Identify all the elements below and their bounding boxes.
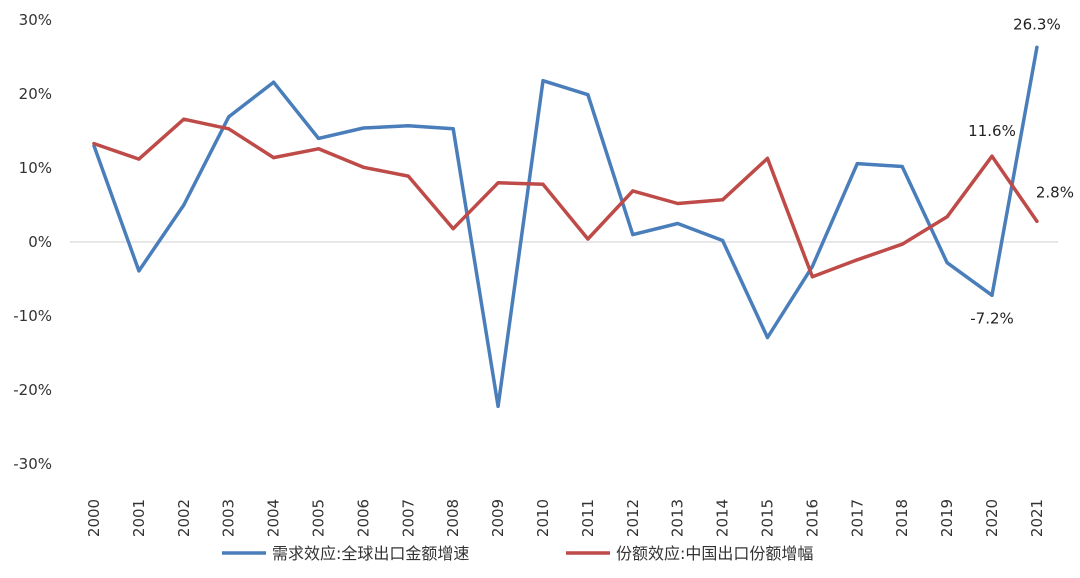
series-line-2 — [92, 117, 1039, 279]
data-point — [137, 269, 141, 273]
data-point — [451, 127, 455, 131]
y-tick-label: -30% — [13, 455, 52, 473]
data-point — [990, 154, 994, 158]
data-labels: 26.3% -7.2% 11.6% 2.8% — [968, 15, 1074, 327]
x-tick-label: 2016 — [803, 499, 821, 537]
data-point — [945, 261, 949, 265]
y-axis-ticks: 30% 20% 10% 0% -10% -20% -30% — [13, 11, 52, 473]
y-tick-label: 30% — [19, 11, 52, 29]
data-point — [1035, 219, 1039, 223]
data-label: 2.8% — [1036, 183, 1074, 201]
data-point — [451, 227, 455, 231]
x-tick-label: 2002 — [175, 499, 193, 537]
data-point — [765, 335, 770, 340]
data-point — [855, 161, 859, 166]
data-point — [541, 182, 545, 186]
legend-label: 需求效应:全球出口金额增速 — [272, 544, 469, 563]
x-tick-label: 2007 — [399, 499, 417, 537]
x-tick-label: 2003 — [220, 499, 238, 537]
data-point — [182, 117, 186, 121]
data-point — [137, 157, 141, 161]
data-point — [316, 136, 321, 140]
data-point — [92, 141, 96, 146]
series-line-1 — [92, 45, 1039, 409]
data-point — [182, 203, 186, 207]
data-point — [631, 189, 635, 193]
data-label: -7.2% — [970, 309, 1014, 327]
data-point — [721, 238, 725, 243]
legend: 需求效应:全球出口金额增速 份额效应:中国出口份额增幅 — [222, 544, 813, 563]
x-tick-label: 2006 — [354, 499, 372, 537]
x-tick-label: 2012 — [624, 499, 642, 537]
data-point — [586, 93, 590, 97]
x-tick-label: 2021 — [1028, 499, 1046, 537]
x-tick-label: 2004 — [265, 499, 283, 537]
y-tick-label: -10% — [13, 307, 52, 325]
legend-label: 份额效应:中国出口份额增幅 — [616, 544, 813, 563]
data-point — [900, 242, 904, 246]
data-point — [990, 293, 994, 297]
y-tick-label: 0% — [28, 233, 52, 251]
data-point — [586, 237, 590, 241]
x-tick-label: 2001 — [130, 499, 148, 537]
x-tick-label: 2000 — [85, 499, 103, 537]
series-lines — [92, 45, 1039, 409]
data-point — [406, 124, 410, 128]
data-point — [227, 115, 231, 119]
data-point — [676, 221, 680, 226]
data-point — [316, 147, 321, 151]
x-tick-label: 2014 — [714, 499, 732, 537]
x-tick-label: 2010 — [534, 499, 552, 537]
data-point — [361, 165, 365, 169]
data-point — [810, 264, 815, 269]
x-tick-label: 2020 — [983, 499, 1001, 537]
x-tick-label: 2008 — [444, 499, 462, 537]
x-tick-label: 2019 — [938, 499, 956, 537]
data-point — [810, 275, 815, 279]
data-point — [496, 181, 500, 185]
data-point — [631, 233, 635, 237]
data-point — [541, 79, 545, 83]
data-point — [945, 215, 949, 219]
data-point — [855, 258, 859, 262]
x-tick-label: 2005 — [310, 499, 328, 537]
x-tick-label: 2018 — [893, 499, 911, 537]
x-tick-label: 2013 — [669, 499, 687, 537]
data-point — [272, 156, 276, 160]
data-point — [721, 198, 725, 202]
x-tick-label: 2015 — [759, 499, 777, 537]
data-point — [1035, 45, 1039, 49]
data-point — [406, 174, 410, 178]
x-tick-label: 2009 — [489, 499, 507, 537]
data-point — [361, 126, 365, 130]
data-point — [496, 404, 500, 408]
data-point — [272, 80, 276, 84]
data-point — [765, 156, 770, 160]
x-tick-label: 2011 — [579, 499, 597, 537]
data-point — [900, 164, 904, 169]
data-point — [676, 201, 680, 206]
data-label: 11.6% — [968, 122, 1016, 140]
x-axis-ticks: 2000 2001 2002 2003 2004 2005 2006 2007 2008 2009… — [85, 499, 1046, 537]
data-label: 26.3% — [1013, 15, 1061, 33]
y-tick-label: -20% — [13, 381, 52, 399]
y-tick-label: 10% — [19, 159, 52, 177]
x-tick-label: 2017 — [848, 499, 866, 537]
y-tick-label: 20% — [19, 85, 52, 103]
data-point — [227, 127, 231, 131]
